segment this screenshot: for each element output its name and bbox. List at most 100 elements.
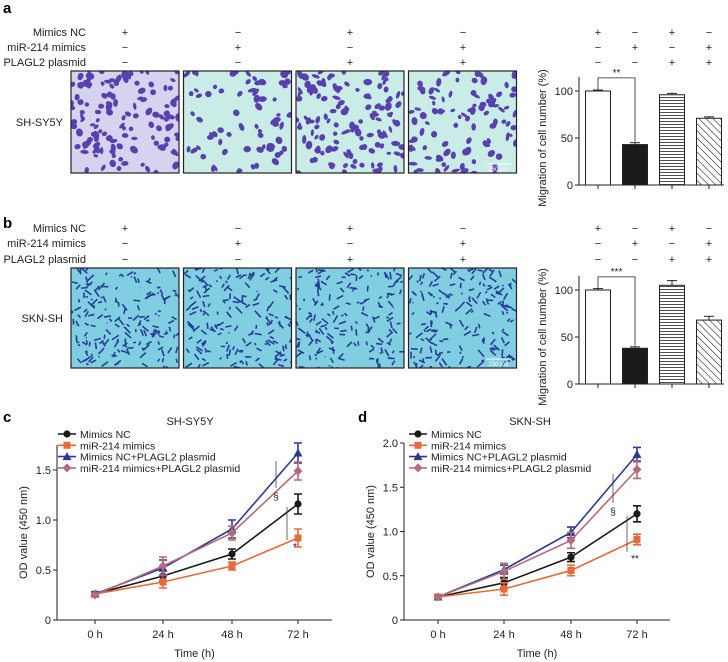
bar-chart-b: 0 50 100 Migration of cell number (%) *** [537,267,724,406]
cell [157,341,161,346]
marker-diamond [62,463,72,473]
condition-sign: − [347,42,353,54]
cell [222,298,229,302]
cell [471,123,476,131]
cell [266,142,276,150]
cell [261,144,266,150]
cell [375,117,382,122]
cell [312,87,318,94]
cell [509,92,516,98]
cell [357,341,360,346]
cell [448,90,453,98]
cell [377,301,382,309]
cell [267,329,275,335]
cell [501,360,507,368]
cell [98,347,105,355]
cell [84,167,89,173]
condition-sign: + [632,42,638,54]
cell [309,314,313,318]
cell [265,276,270,281]
cell [268,301,274,309]
cell [144,165,151,173]
cell [104,308,107,311]
cell [437,108,444,115]
cell [79,110,85,115]
cell [133,271,137,275]
stained-cells [408,268,517,368]
significance-bracket [597,276,636,346]
condition-label: miR-214 mimics [7,42,86,54]
cell [441,305,445,314]
marker-square [500,585,508,593]
cell [225,344,231,352]
condition-sign: − [122,57,128,69]
cell [116,348,121,353]
cell [304,80,311,89]
cell [206,134,214,140]
cell [124,331,132,339]
cell [366,269,370,272]
cell [118,157,124,162]
bar [622,347,648,385]
cell [386,113,393,118]
cell [359,136,364,141]
cell [482,337,486,344]
cell [196,339,202,344]
cell [235,306,243,314]
cell [92,147,99,154]
micrograph-border [70,267,180,369]
cell [201,339,207,345]
cell [279,353,286,358]
cell [172,289,177,293]
cell [114,316,121,323]
cell [284,315,289,319]
cell [420,338,425,342]
micrograph-image: 250 µm [407,70,518,174]
cell [346,282,352,289]
cell [366,285,369,292]
cell [354,321,358,325]
cell [442,71,451,77]
cell [379,143,385,149]
cell [160,349,165,357]
cell [191,305,199,311]
cell [185,348,190,354]
cell [331,163,336,168]
marker-circle [567,553,575,561]
stained-cells [183,268,292,368]
legend-label: Mimics NC [431,429,482,441]
cell [93,154,99,158]
cell [484,290,488,294]
cell [459,351,462,355]
cell [136,305,141,311]
cell [82,141,89,149]
cell [332,95,341,100]
cell [137,96,143,101]
cell [490,293,496,299]
cell [83,331,88,337]
cell [330,146,339,152]
cell [138,341,142,346]
cell [346,341,353,348]
cell [84,81,93,88]
cell [315,357,318,360]
marker-diamond [632,465,642,475]
cell [121,71,128,78]
x-tick-label: 72 h [287,629,308,641]
condition-sign: + [669,254,675,266]
cell [419,290,422,293]
condition-sign: − [460,223,466,235]
micrograph-image [295,70,405,174]
x-tick-label: 24 h [493,629,514,641]
x-axis-label: Time (h) [174,648,215,660]
cell [317,71,324,75]
cell [447,294,451,299]
y-tick-label: 50 [561,133,573,145]
cell [237,90,243,97]
cell [248,332,254,336]
cell [249,272,256,281]
condition-sign: + [706,238,712,250]
cell [419,112,427,120]
cell [495,153,503,160]
cell [511,86,517,93]
